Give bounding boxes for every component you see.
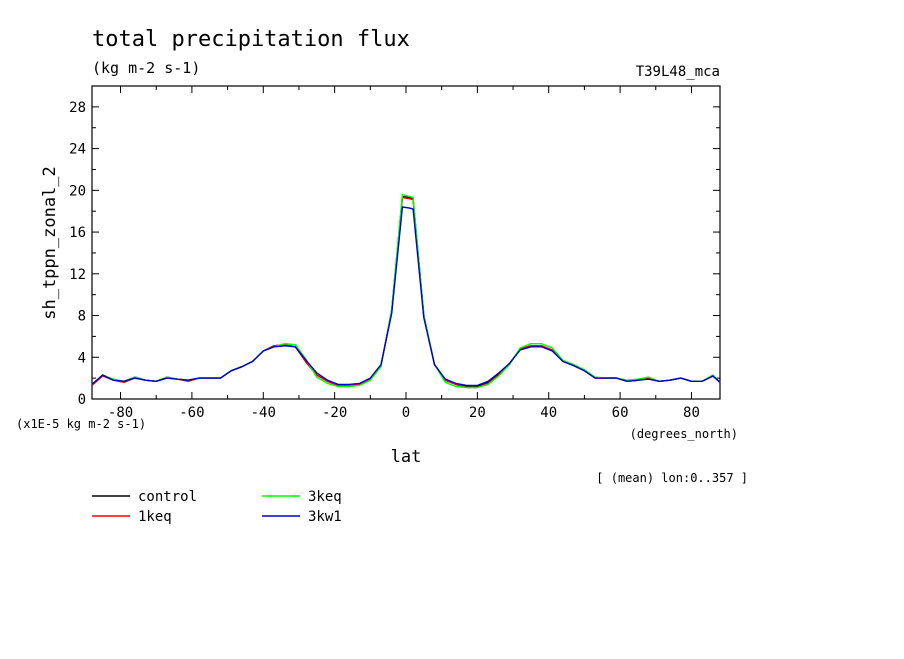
y-tick-label: 20 (69, 183, 86, 199)
x-tick-label: -20 (322, 405, 347, 421)
chart-title: total precipitation flux (92, 27, 410, 52)
x-axis-label: lat (391, 447, 422, 467)
x-units: (degrees_north) (630, 427, 738, 441)
x-tick-label: -80 (108, 405, 133, 421)
x-tick-label: 80 (683, 405, 700, 421)
x-tick-label: 40 (540, 405, 557, 421)
x-tick-label: 60 (612, 405, 629, 421)
legend: control 1keq 3keq 3kw1 (92, 489, 342, 525)
axis-ticks: 0 4 8 12 16 20 24 28 -80 -60 -40 -20 0 20 40 60 80 (69, 86, 720, 421)
y-tick-label: 4 (78, 350, 86, 366)
x-tick-label: 0 (402, 405, 410, 421)
plot-frame (91, 85, 721, 400)
series-line-control (91, 195, 721, 388)
y-tick-label: 16 (69, 225, 86, 241)
legend-label-control: control (138, 489, 197, 505)
series-line-1keq (91, 196, 721, 389)
y-tick-label: 0 (78, 392, 86, 408)
chart-subtitle: (kg m-2 s-1) (92, 59, 200, 77)
legend-label-1keq: 1keq (138, 509, 172, 525)
series-line-3kw1 (91, 206, 721, 387)
data-lines (91, 193, 721, 389)
run-id: T39L48_mca (636, 64, 720, 80)
x-tick-label: 20 (469, 405, 486, 421)
legend-label-3keq: 3keq (308, 489, 342, 505)
averaging-note: [ (mean) lon:0..357 ] (596, 471, 748, 485)
y-axis-label: sh_tppn_zonal_2 (40, 166, 60, 320)
x-tick-label: -40 (251, 405, 276, 421)
y-tick-label: 8 (78, 309, 86, 325)
x-tick-label: -60 (179, 405, 204, 421)
series-line-3keq (91, 193, 721, 389)
y-tick-label: 12 (69, 267, 86, 283)
legend-label-3kw1: 3kw1 (308, 509, 342, 525)
y-scale-note: (x1E-5 kg m-2 s-1) (16, 417, 146, 431)
y-tick-label: 24 (69, 142, 86, 158)
y-tick-label: 28 (69, 100, 86, 116)
